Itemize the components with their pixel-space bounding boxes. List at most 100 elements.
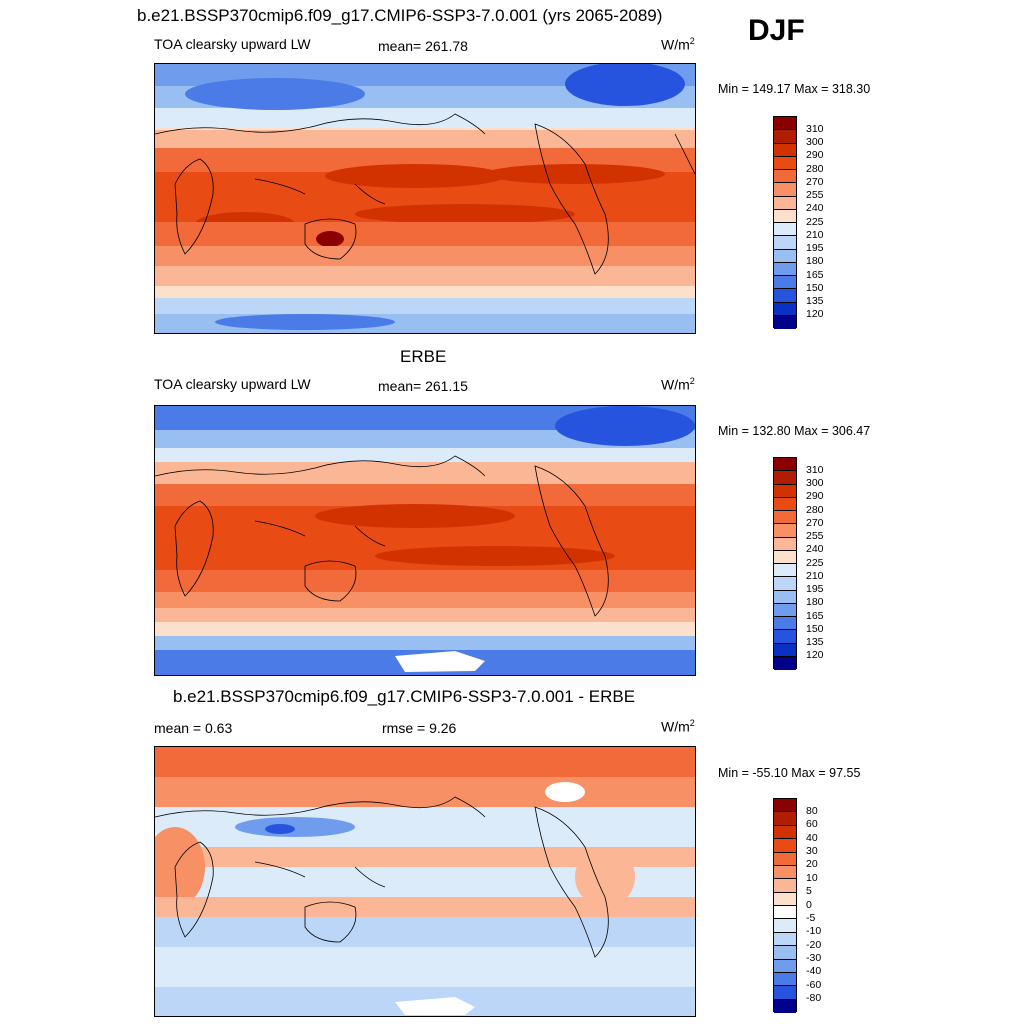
colorbar-segment: [774, 524, 796, 538]
map-field: [155, 747, 695, 1016]
colorbar-segment: [774, 223, 796, 237]
colorbar-segment: [774, 972, 796, 987]
colorbar-tick-label: 180: [806, 255, 824, 268]
colorbar-segment: [774, 656, 796, 670]
colorbar-segment: [774, 484, 796, 498]
colorbar-tick-label: 210: [806, 228, 824, 241]
colorbar-segment: [774, 999, 796, 1013]
colorbar-segment: [774, 183, 796, 197]
colorbar-tick-label: 240: [806, 202, 824, 215]
colorbar-segment: [774, 590, 796, 604]
map-field: [155, 406, 695, 675]
colorbar-tick-label: 20: [806, 858, 818, 871]
colorbar-segment: [774, 511, 796, 525]
colorbar-tick-label: 150: [806, 281, 824, 294]
colorbar: [773, 798, 797, 1013]
colorbar-segment: [774, 603, 796, 617]
colorbar-tick-label: -60: [806, 978, 822, 991]
colorbar-tick-label: 280: [806, 162, 824, 175]
colorbar-tick-label: 60: [806, 818, 818, 831]
colorbar-tick-label: 150: [806, 622, 824, 635]
colorbar-segment: [774, 156, 796, 170]
colorbar-segment: [774, 236, 796, 250]
colorbar-segment: [774, 959, 796, 973]
colorbar-tick-label: 290: [806, 149, 824, 162]
panel-minmax: Min = 132.80 Max = 306.47: [718, 424, 871, 438]
colorbar-tick-label: 5: [806, 885, 812, 898]
colorbar-segment: [774, 130, 796, 144]
colorbar-segment: [774, 537, 796, 551]
colorbar-tick-label: 255: [806, 189, 824, 201]
colorbar-tick-label: 290: [806, 490, 824, 503]
colorbar-tick-label: 30: [806, 845, 818, 857]
colorbar-tick-label: -10: [806, 925, 822, 938]
colorbar-segment: [774, 630, 796, 644]
colorbar-tick-label: 255: [806, 530, 824, 542]
colorbar-tick-label: 0: [806, 898, 812, 911]
panel-unit: W/m2: [661, 36, 695, 53]
colorbar-segment: [774, 315, 796, 329]
figure-title: b.e21.BSSP370cmip6.f09_g17.CMIP6-SSP3-7.…: [137, 6, 663, 25]
colorbar-segment: [774, 143, 796, 157]
colorbar-segment: [774, 852, 796, 866]
colorbar-tick-label: 240: [806, 543, 824, 556]
colorbar-tick-label: 225: [806, 556, 824, 569]
colorbar-tick-label: 40: [806, 831, 818, 844]
colorbar-segment: [774, 839, 796, 853]
colorbar-tick-label: 280: [806, 503, 824, 516]
colorbar: [773, 457, 797, 670]
season-label: DJF: [748, 14, 805, 47]
colorbar-tick-label: 210: [806, 569, 824, 582]
colorbar-segment: [774, 865, 796, 880]
map-model: [154, 63, 696, 334]
colorbar-segment: [774, 196, 796, 210]
colorbar-tick-label: -30: [806, 952, 822, 964]
colorbar-tick-label: 195: [806, 583, 824, 595]
panel-heading: ERBE: [400, 347, 447, 366]
panel-left-label: TOA clearsky upward LW: [154, 376, 311, 392]
colorbar-segment: [774, 117, 796, 131]
panel-minmax: Min = 149.17 Max = 318.30: [718, 82, 871, 96]
panel-unit: W/m2: [661, 718, 695, 735]
colorbar-tick-label: 10: [806, 871, 818, 884]
colorbar-tick-label: -20: [806, 938, 822, 951]
colorbar-segment: [774, 276, 796, 290]
panel-mean-label: mean= 261.15: [378, 378, 468, 394]
colorbar-tick-label: 270: [806, 516, 824, 529]
colorbar-segment: [774, 302, 796, 316]
colorbar-tick-label: -5: [806, 911, 816, 924]
colorbar-tick-label: 165: [806, 268, 824, 281]
colorbar-segment: [774, 825, 796, 840]
colorbar-tick-label: 135: [806, 295, 824, 307]
colorbar-segment: [774, 643, 796, 657]
panel-heading: b.e21.BSSP370cmip6.f09_g17.CMIP6-SSP3-7.…: [173, 687, 636, 706]
panel-mean-label: mean = 0.63: [154, 720, 233, 736]
colorbar-segment: [774, 577, 796, 591]
colorbar-segment: [774, 799, 796, 813]
colorbar: [773, 116, 797, 329]
colorbar-segment: [774, 289, 796, 303]
colorbar-segment: [774, 209, 796, 223]
colorbar-tick-label: -40: [806, 965, 822, 978]
panel-rmse-label: rmse = 9.26: [382, 720, 457, 736]
colorbar-segment: [774, 986, 796, 1000]
colorbar-segment: [774, 946, 796, 960]
colorbar-segment: [774, 550, 796, 564]
colorbar-segment: [774, 919, 796, 933]
colorbar-tick-label: 195: [806, 242, 824, 254]
colorbar-segment: [774, 564, 796, 578]
colorbar-segment: [774, 458, 796, 472]
panel-unit: W/m2: [661, 376, 695, 393]
panel-left-label: TOA clearsky upward LW: [154, 36, 311, 52]
colorbar-segment: [774, 249, 796, 263]
colorbar-tick-label: 310: [806, 463, 824, 476]
colorbar-tick-label: 300: [806, 477, 824, 489]
map-field: [155, 64, 695, 333]
colorbar-tick-label: 300: [806, 136, 824, 148]
colorbar-segment: [774, 879, 796, 893]
colorbar-segment: [774, 617, 796, 631]
colorbar-tick-label: 135: [806, 636, 824, 648]
colorbar-tick-label: 225: [806, 215, 824, 228]
colorbar-segment: [774, 932, 796, 947]
colorbar-segment: [774, 170, 796, 184]
